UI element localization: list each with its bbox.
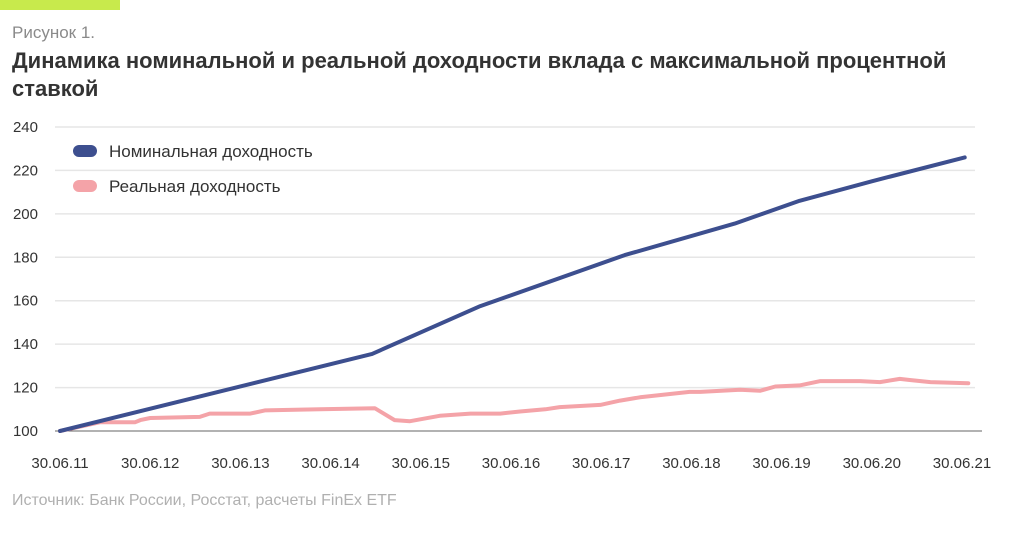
x-tick-label: 30.06.17 xyxy=(572,455,630,472)
x-tick-label: 30.06.19 xyxy=(752,455,810,472)
x-tick-label: 30.06.14 xyxy=(301,455,359,472)
x-tick-label: 30.06.16 xyxy=(482,455,540,472)
y-tick-label: 220 xyxy=(13,162,38,179)
legend-label: Реальная доходность xyxy=(109,177,281,196)
y-tick-label: 120 xyxy=(13,380,38,397)
x-tick-label: 30.06.13 xyxy=(211,455,269,472)
line-chart: 100 120 140 160 180 200 220 240 30.06.11 30.06.12… xyxy=(13,119,991,472)
legend-swatch xyxy=(73,145,97,157)
y-tick-label: 160 xyxy=(13,293,38,310)
x-tick-label: 30.06.15 xyxy=(392,455,450,472)
figure-label: Рисунок 1. xyxy=(12,23,96,42)
y-tick-label: 240 xyxy=(13,119,38,136)
series-line xyxy=(58,376,971,433)
y-tick-label: 140 xyxy=(13,336,38,353)
source-note: Источник: Банк России, Росстат, расчеты … xyxy=(12,492,397,509)
legend-label: Номинальная доходность xyxy=(109,142,313,161)
series-line xyxy=(58,155,967,433)
x-tick-label: 30.06.20 xyxy=(843,455,901,472)
x-tick-label: 30.06.12 xyxy=(121,455,179,472)
y-tick-label: 200 xyxy=(13,206,38,223)
x-tick-label: 30.06.18 xyxy=(662,455,720,472)
x-tick-label: 30.06.21 xyxy=(933,455,991,472)
y-tick-label: 180 xyxy=(13,249,38,266)
x-tick-label: 30.06.11 xyxy=(31,455,88,472)
accent-bar xyxy=(0,0,120,10)
y-tick-label: 100 xyxy=(13,423,38,440)
legend-swatch xyxy=(73,180,97,192)
chart-title: Динамика номинальной и реальной доходнос… xyxy=(12,48,947,101)
